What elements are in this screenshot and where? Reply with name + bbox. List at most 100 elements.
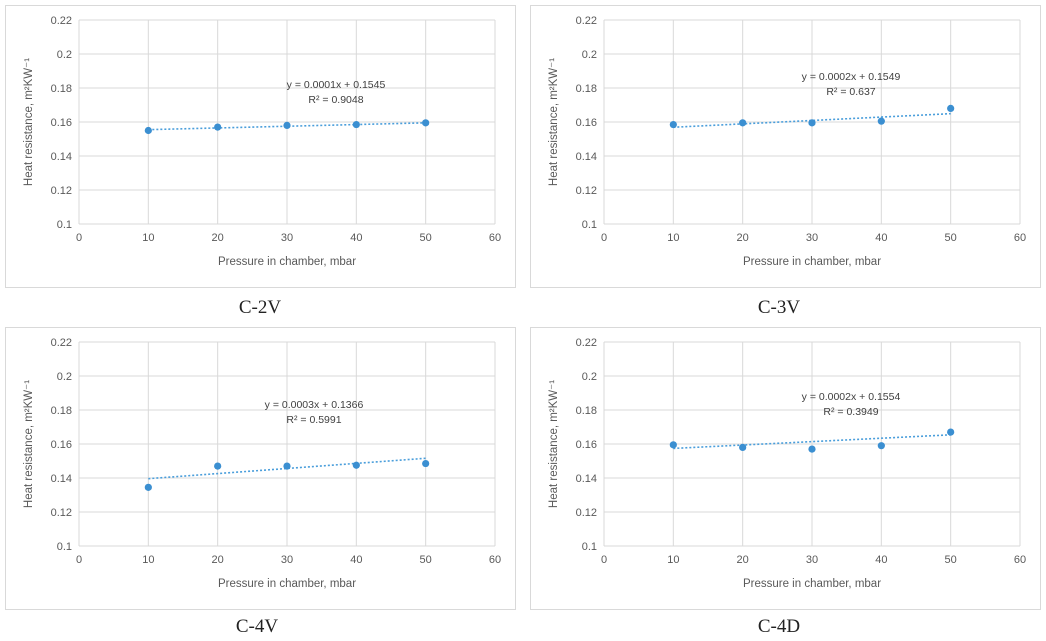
y-axis-title: Heat resistance, m²KW⁻¹ (23, 380, 35, 508)
x-tick-label: 20 (737, 232, 749, 244)
y-tick-label: 0.1 (57, 219, 72, 231)
y-tick-label: 0.14 (576, 151, 597, 163)
x-tick-label: 40 (875, 232, 887, 244)
data-point (214, 462, 222, 470)
y-tick-label: 0.16 (51, 439, 72, 451)
data-point (422, 459, 430, 468)
x-tick-label: 50 (420, 554, 432, 566)
x-tick-label: 0 (76, 232, 82, 244)
trendline-equation: y = 0.0002x + 0.1549 (802, 71, 901, 83)
chart-svg-c-2v: 0 10 20 30 40 50 60 0.1 0.12 0.14 0.16 0.18 0.2 0.22 P… (23, 15, 501, 268)
y-tick-label: 0.22 (576, 15, 597, 27)
y-tick-label: 0.2 (57, 49, 72, 61)
chart-panel-c-4d: 0 10 20 30 40 50 60 0.1 0.12 0.14 0.16 0.18 0.2 0.22 P… (530, 327, 1041, 610)
y-tick-label: 0.18 (576, 83, 597, 95)
y-tick-label: 0.2 (582, 371, 597, 383)
x-tick-label: 50 (420, 232, 432, 244)
y-tick-label: 0.18 (576, 405, 597, 417)
y-axis-title: Heat resistance, m²KW⁻¹ (23, 58, 35, 186)
chart-caption-c-4d: C-4D (757, 616, 801, 637)
data-point (808, 445, 816, 453)
trendline-r2: R² = 0.9048 (308, 94, 363, 106)
chart-caption-c-4v: C-4V (235, 616, 279, 637)
trendline-r2: R² = 0.637 (826, 86, 875, 98)
x-axis-title: Pressure in chamber, mbar (218, 578, 356, 590)
y-tick-label: 0.1 (582, 219, 597, 231)
y-tick-label: 0.18 (51, 405, 72, 417)
y-tick-label: 0.2 (57, 371, 72, 383)
data-point (877, 117, 885, 125)
chart-svg-c-4d: 0 10 20 30 40 50 60 0.1 0.12 0.14 0.16 0.18 0.2 0.22 P… (548, 337, 1026, 590)
chart-panel-c-3v: 0 10 20 30 40 50 60 0.1 0.12 0.14 0.16 0.18 0.2 0.22 P… (530, 5, 1041, 288)
x-axis-title: Pressure in chamber, mbar (218, 256, 356, 268)
x-tick-label: 20 (212, 232, 224, 244)
data-point (739, 443, 747, 451)
y-tick-label: 0.14 (51, 151, 72, 163)
x-tick-label: 30 (281, 232, 293, 244)
x-tick-label: 60 (1014, 232, 1026, 244)
data-point (144, 483, 152, 491)
x-tick-label: 40 (350, 554, 362, 566)
y-tick-label: 0.2 (582, 49, 597, 61)
data-point (669, 441, 677, 449)
x-tick-label: 50 (945, 232, 957, 244)
y-tick-label: 0.18 (51, 83, 72, 95)
chart-panel-c-4v: 0 10 20 30 40 50 60 0.1 0.12 0.14 0.16 0.18 0.2 0.22 P… (5, 327, 516, 610)
x-tick-label: 60 (489, 232, 501, 244)
y-tick-label: 0.12 (51, 507, 72, 519)
data-point (808, 119, 816, 127)
x-tick-label: 10 (667, 554, 679, 566)
y-tick-label: 0.14 (576, 473, 597, 485)
x-tick-label: 0 (601, 232, 607, 244)
trendline-r2: R² = 0.3949 (823, 406, 878, 418)
y-tick-label: 0.16 (51, 117, 72, 129)
data-point (144, 126, 152, 135)
trendline-r2: R² = 0.5991 (286, 414, 341, 426)
x-tick-label: 40 (350, 232, 362, 244)
x-tick-label: 30 (806, 232, 818, 244)
x-tick-label: 30 (806, 554, 818, 566)
y-tick-label: 0.1 (582, 541, 597, 553)
x-tick-label: 10 (142, 232, 154, 244)
y-tick-label: 0.14 (51, 473, 72, 485)
chart-caption-c-2v: C-2V (238, 297, 282, 318)
y-tick-label: 0.12 (576, 507, 597, 519)
trendline-equation: y = 0.0001x + 0.1545 (287, 79, 386, 91)
x-tick-label: 60 (1014, 554, 1026, 566)
x-axis-title: Pressure in chamber, mbar (743, 256, 881, 268)
data-point (877, 442, 885, 450)
y-tick-label: 0.16 (576, 439, 597, 451)
data-point (352, 120, 360, 129)
y-axis-title: Heat resistance, m²KW⁻¹ (548, 380, 560, 508)
data-point (947, 104, 955, 112)
y-tick-label: 0.22 (576, 337, 597, 349)
chart-caption-c-3v: C-3V (757, 297, 801, 318)
y-tick-label: 0.12 (51, 185, 72, 197)
x-tick-label: 0 (601, 554, 607, 566)
trendline-equation: y = 0.0002x + 0.1554 (802, 391, 901, 403)
y-tick-label: 0.22 (51, 15, 72, 27)
y-tick-label: 0.22 (51, 337, 72, 349)
x-axis-title: Pressure in chamber, mbar (743, 578, 881, 590)
data-point (422, 119, 430, 127)
data-point (352, 461, 360, 469)
data-point (947, 428, 955, 436)
x-tick-label: 60 (489, 554, 501, 566)
y-axis-title: Heat resistance, m²KW⁻¹ (548, 58, 560, 186)
data-point (283, 121, 291, 129)
data-point (283, 462, 291, 470)
data-point (739, 119, 747, 127)
x-tick-label: 20 (212, 554, 224, 566)
x-tick-label: 50 (945, 554, 957, 566)
chart-svg-c-3v: 0 10 20 30 40 50 60 0.1 0.12 0.14 0.16 0.18 0.2 0.22 P… (548, 15, 1026, 268)
y-tick-label: 0.12 (576, 185, 597, 197)
x-tick-label: 40 (875, 554, 887, 566)
chart-panel-c-2v: 0 10 20 30 40 50 60 0.1 0.12 0.14 0.16 0.18 0.2 0.22 P… (5, 5, 516, 288)
x-tick-label: 10 (667, 232, 679, 244)
data-point (214, 123, 222, 131)
x-tick-label: 20 (737, 554, 749, 566)
y-tick-label: 0.1 (57, 541, 72, 553)
y-tick-label: 0.16 (576, 117, 597, 129)
x-tick-label: 10 (142, 554, 154, 566)
data-point (669, 120, 677, 129)
